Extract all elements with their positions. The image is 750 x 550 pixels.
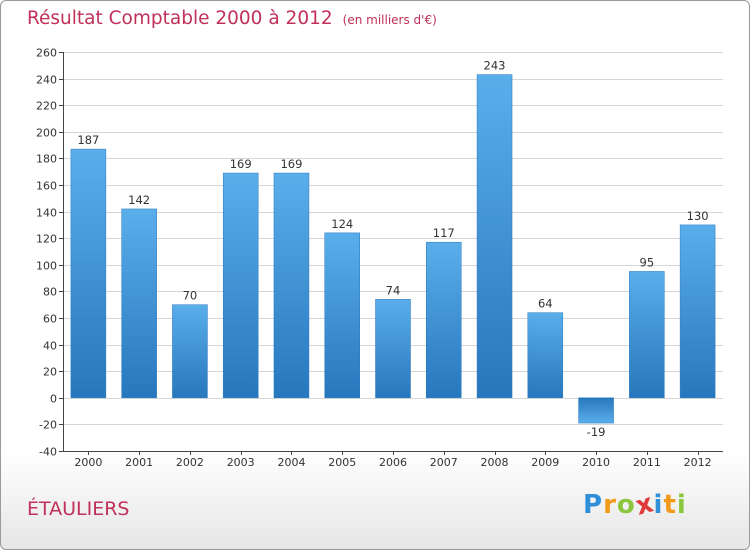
- x-tick-label: 2008: [481, 456, 509, 469]
- x-tick-label: 2005: [328, 456, 356, 469]
- y-tick-label: 100: [36, 260, 57, 273]
- bars: [70, 74, 716, 424]
- x-tick-label: 2001: [125, 456, 153, 469]
- data-label-2002: 70: [183, 289, 198, 303]
- chart-title: Résultat Comptable 2000 à 2012 (en millie…: [27, 8, 437, 29]
- y-tick-label: 220: [36, 100, 57, 113]
- y-tick-label: -40: [39, 446, 57, 459]
- bar-2011: [629, 271, 665, 399]
- bar-2007: [426, 241, 462, 399]
- data-label-2005: 124: [331, 217, 353, 231]
- y-tick-label: 80: [43, 286, 57, 299]
- data-label-2009: 64: [538, 297, 553, 311]
- x-tick-label: 2012: [684, 456, 712, 469]
- y-tick-label: 240: [36, 74, 57, 87]
- bar-2004: [273, 172, 310, 399]
- data-label-2003: 169: [230, 157, 252, 171]
- commune-name: ÉTAULIERS: [27, 498, 130, 520]
- bar-2008: [476, 74, 513, 399]
- y-tick-label: 200: [36, 127, 57, 140]
- bar-2012: [679, 224, 716, 399]
- bar-2002: [172, 304, 208, 399]
- bar-2010: [578, 397, 614, 424]
- y-tick-label: 160: [36, 180, 57, 193]
- y-tick-label: 260: [36, 47, 57, 60]
- data-label-2004: 169: [280, 157, 302, 171]
- y-tick-label: 20: [43, 366, 57, 379]
- data-labels: 187 142 70 169 169 124 74 117 243 64 -19 95 130: [77, 59, 708, 439]
- data-label-2008: 243: [484, 59, 506, 73]
- y-tick-label: 0: [50, 393, 57, 406]
- x-tick-label: 2003: [227, 456, 255, 469]
- bar-2000: [70, 148, 107, 399]
- chart-subtitle: (en milliers d'€): [342, 13, 437, 27]
- y-tick-label: -20: [39, 419, 57, 432]
- y-tick-label: 60: [43, 313, 57, 326]
- data-label-2001: 142: [128, 193, 150, 207]
- y-tick-label: 180: [36, 153, 57, 166]
- x-tick-label: 2007: [430, 456, 458, 469]
- y-tick-label: 40: [43, 340, 57, 353]
- axes: [59, 52, 723, 455]
- x-tick-label: 2011: [633, 456, 661, 469]
- data-label-2006: 74: [386, 283, 401, 297]
- y-tick-label: 120: [36, 233, 57, 246]
- x-tick-label: 2010: [582, 456, 610, 469]
- bar-2006: [375, 299, 411, 399]
- data-label-2012: 130: [687, 209, 709, 223]
- chart-title-text: Résultat Comptable 2000 à 2012: [27, 8, 333, 29]
- bar-2005: [324, 232, 360, 399]
- data-label-2010: -19: [587, 425, 606, 439]
- y-tick-label: 140: [36, 207, 57, 220]
- x-tick-label: 2000: [74, 456, 102, 469]
- x-tick-label: 2006: [379, 456, 407, 469]
- bar-2001: [121, 208, 157, 399]
- y-tick-labels: -40 -20 0 20 40 60 80 100 120 140 160 180 200 220 240 2…: [36, 47, 57, 459]
- data-label-2007: 117: [433, 226, 455, 240]
- bar-2009: [527, 312, 564, 399]
- bar-2003: [222, 172, 259, 399]
- x-tick-label: 2002: [176, 456, 204, 469]
- x-tick-label: 2004: [277, 456, 305, 469]
- data-label-2000: 187: [77, 133, 99, 147]
- x-tick-label: 2009: [531, 456, 559, 469]
- proxiti-logo: Proxiti: [583, 488, 687, 522]
- data-label-2011: 95: [640, 255, 655, 269]
- x-tick-labels: 2000 2001 2002 2003 2004 2005 2006 2007 2008 2009…: [74, 456, 711, 469]
